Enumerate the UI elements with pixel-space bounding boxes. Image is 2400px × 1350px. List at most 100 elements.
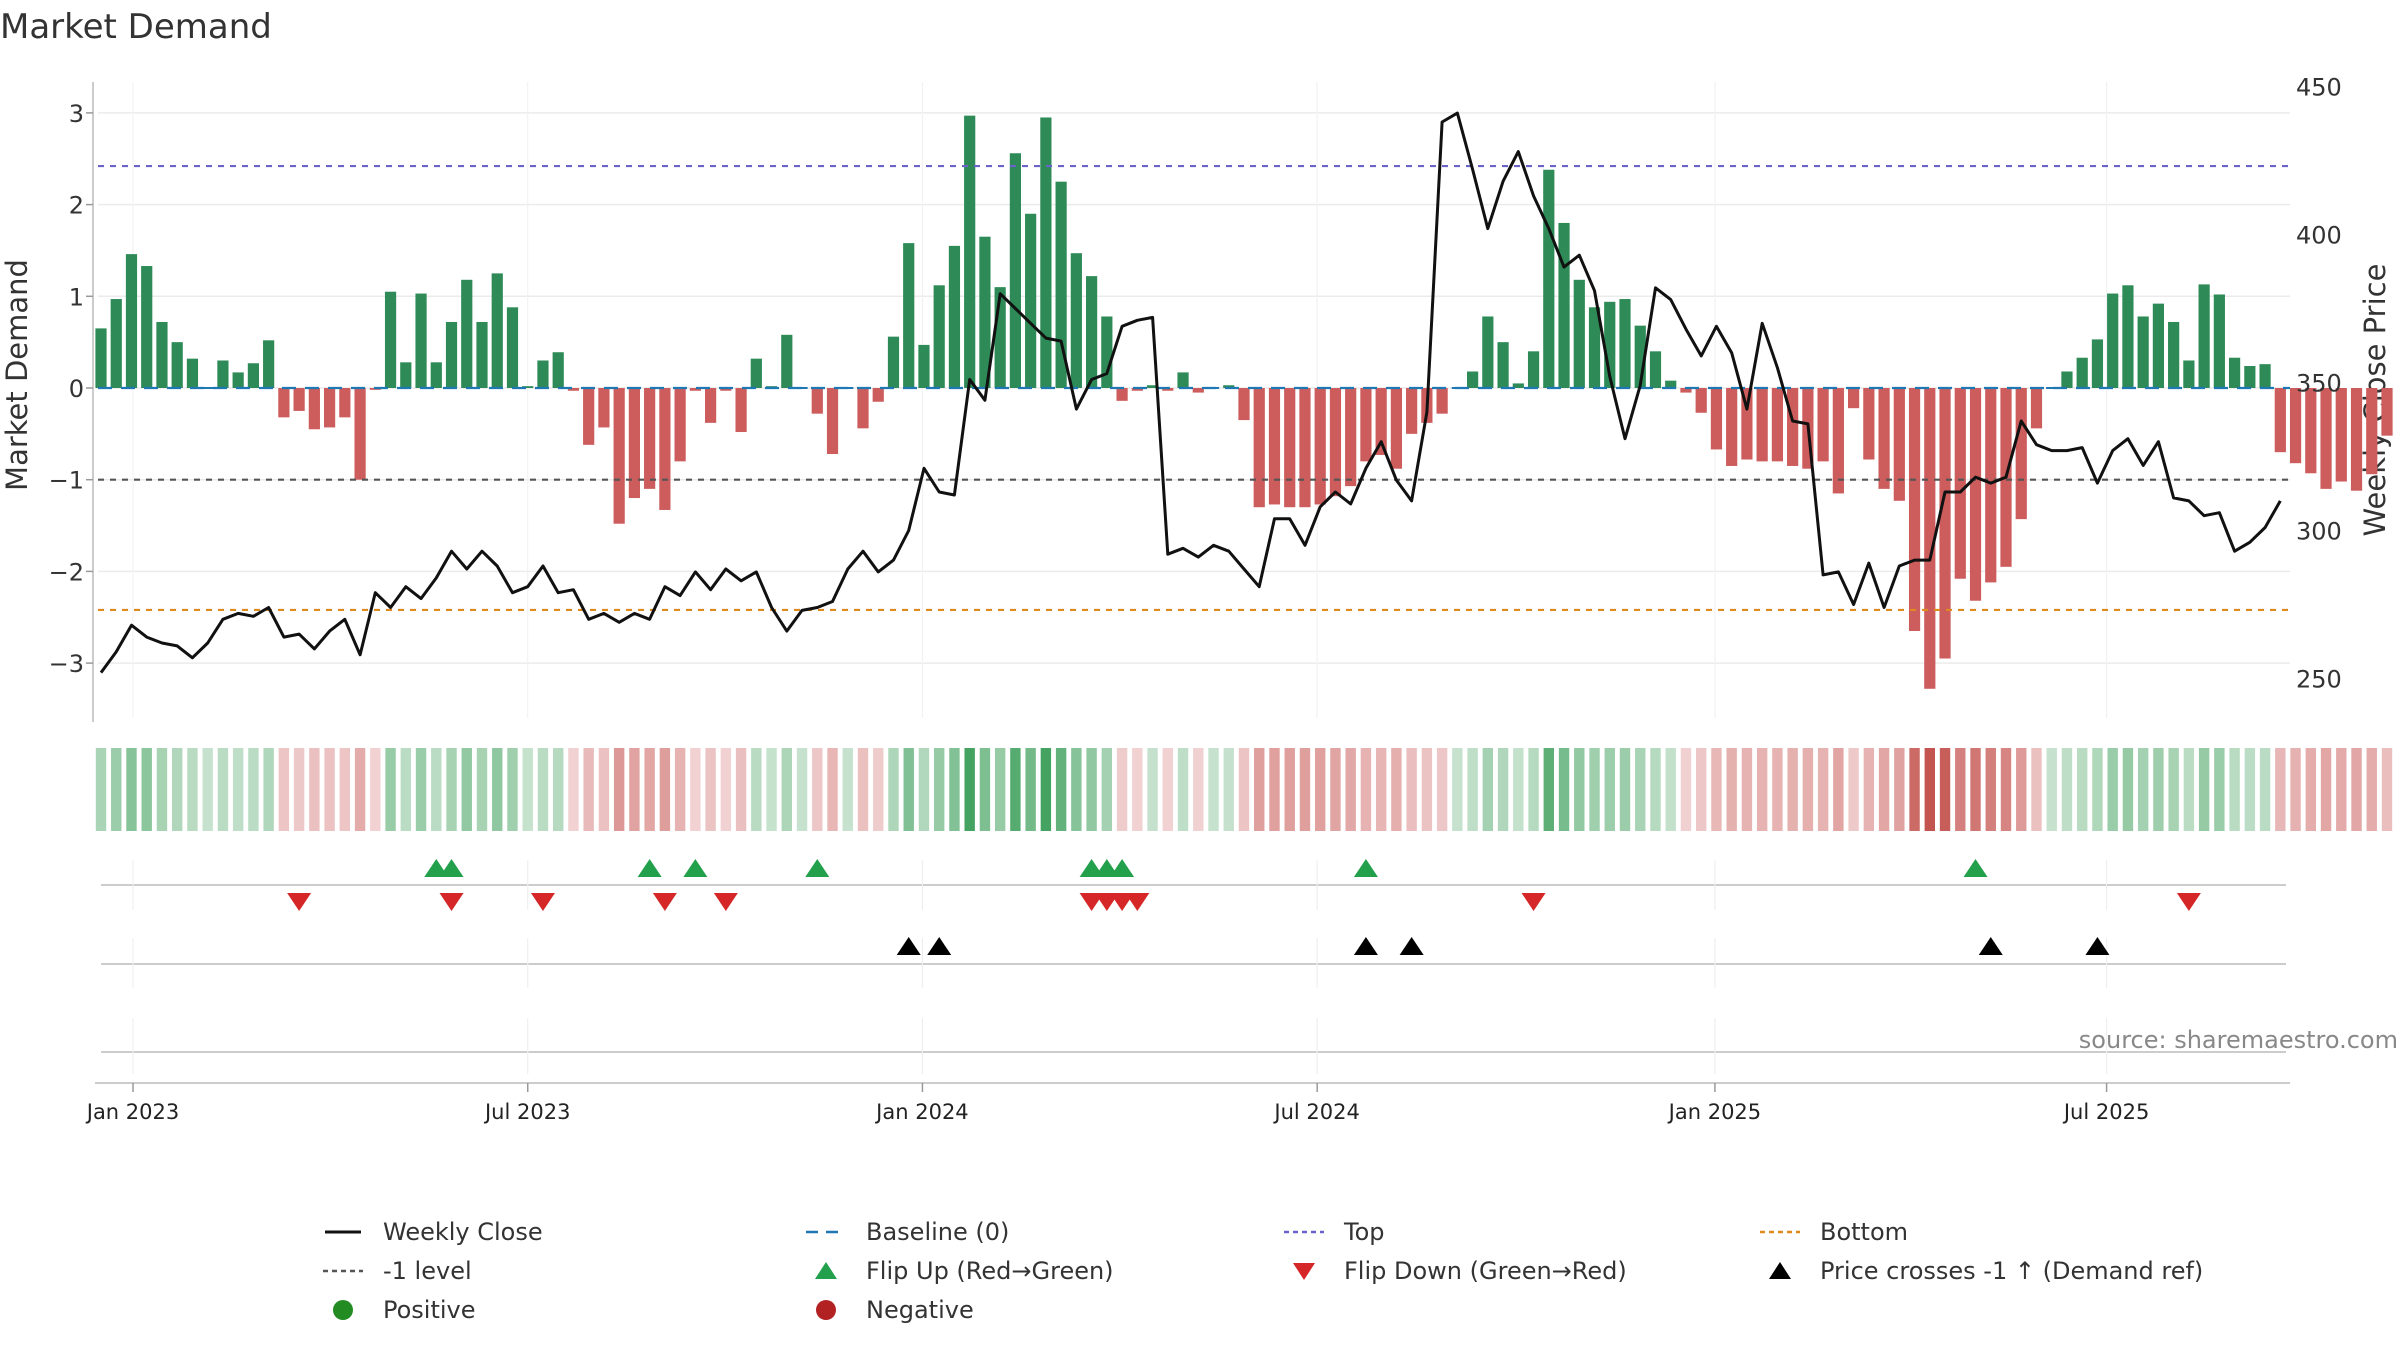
- demand-bar: [1604, 301, 1616, 388]
- heat-cell: [720, 748, 732, 831]
- demand-bar: [1832, 388, 1844, 494]
- demand-bar: [171, 342, 183, 388]
- heat-cell: [1101, 748, 1113, 831]
- demand-bar: [384, 291, 397, 388]
- demand-bar: [1756, 388, 1768, 462]
- heat-cell: [293, 748, 305, 831]
- heat-cell: [857, 748, 869, 831]
- heat-cell: [1848, 748, 1859, 831]
- heat-cell: [1909, 748, 1920, 831]
- flip-up-marker: [439, 859, 464, 877]
- demand-bar: [964, 115, 976, 388]
- heat-cell: [934, 748, 945, 831]
- demand-bar: [1893, 388, 1905, 501]
- heat-cell: [964, 748, 975, 831]
- price-cross-marker: [2085, 937, 2110, 955]
- demand-bar: [1817, 388, 1829, 462]
- source-note: source: sharemaestro.com: [2079, 1026, 2398, 1054]
- heat-cell: [324, 748, 335, 831]
- demand-bar: [2289, 388, 2302, 464]
- demand-bar: [476, 321, 488, 388]
- heat-cell: [2229, 748, 2240, 831]
- heat-cell: [187, 748, 198, 831]
- heat-cell: [202, 748, 213, 831]
- heat-cell: [553, 748, 564, 831]
- demand-bar: [1253, 388, 1265, 508]
- demand-bar: [598, 388, 610, 428]
- demand-bar: [1482, 316, 1494, 388]
- demand-bar: [263, 340, 275, 388]
- demand-bar: [1268, 388, 1281, 505]
- demand-bar: [2015, 388, 2027, 520]
- heat-cell: [2214, 748, 2225, 831]
- heat-cell: [1238, 748, 1250, 831]
- demand-bar: [2107, 293, 2119, 388]
- flip-up-marker: [1353, 859, 1378, 877]
- demand-bar: [1025, 213, 1037, 388]
- flip-down-marker: [2176, 893, 2201, 911]
- legend-label: -1 level: [383, 1257, 472, 1285]
- demand-bar: [2061, 371, 2073, 388]
- demand-bar: [628, 388, 640, 499]
- heat-cell: [476, 748, 488, 831]
- demand-bar: [2030, 388, 2043, 429]
- demand-bar: [2091, 339, 2104, 388]
- heat-cell: [2061, 748, 2073, 831]
- demand-bar: [1969, 388, 1982, 601]
- demand-bar: [903, 243, 915, 388]
- demand-bar: [1741, 388, 1753, 460]
- demand-bar: [750, 358, 762, 388]
- heat-cell: [2092, 748, 2103, 831]
- demand-heat-strip: [95, 748, 2393, 831]
- demand-bar: [1497, 342, 1509, 388]
- heat-cell: [95, 748, 107, 831]
- demand-bar: [674, 388, 686, 462]
- demand-bar: [781, 334, 793, 388]
- reference-lines: [98, 164, 2290, 612]
- demand-bar: [1436, 388, 1448, 414]
- heat-cell: [613, 748, 625, 831]
- heat-cell: [1833, 748, 1844, 831]
- demand-bar: [1726, 388, 1738, 466]
- y-tick-label-left: −1: [49, 467, 84, 495]
- heat-cell: [278, 748, 290, 831]
- demand-bar: [705, 388, 717, 423]
- heat-cell: [2320, 748, 2332, 831]
- heat-cell: [1970, 748, 1981, 831]
- heat-cell: [2198, 748, 2210, 831]
- demand-bar: [2152, 303, 2164, 388]
- heat-cell: [156, 748, 168, 831]
- heat-cell: [2122, 748, 2134, 831]
- demand-bar: [2366, 388, 2378, 475]
- demand-bar: [857, 388, 869, 429]
- demand-bar: [1040, 117, 1052, 389]
- x-tick-label: Jul 2025: [2062, 1100, 2149, 1124]
- demand-bar: [1009, 153, 1021, 388]
- flip-up-marker: [805, 859, 830, 877]
- demand-bar: [1588, 307, 1601, 388]
- demand-bar: [491, 273, 503, 388]
- heat-cell: [1452, 748, 1463, 831]
- heat-cell: [2137, 748, 2149, 831]
- heat-cell: [659, 748, 671, 831]
- heat-cell: [1574, 748, 1585, 831]
- heat-cell: [1010, 748, 1021, 831]
- y-tick-label-left: −3: [49, 650, 84, 678]
- y-tick-label-left: 2: [69, 192, 84, 220]
- heat-cell: [796, 748, 808, 831]
- demand-bar: [1238, 388, 1250, 421]
- legend-label: Weekly Close: [383, 1218, 543, 1246]
- legend-label: Price crosses -1 ↑ (Demand ref): [1820, 1257, 2203, 1285]
- heat-cell: [492, 748, 503, 831]
- heat-cell: [1299, 748, 1311, 831]
- event-markers: [101, 859, 2286, 1074]
- demand-bar: [1665, 380, 1677, 388]
- heat-cell: [1939, 748, 1951, 831]
- demand-bar: [537, 360, 549, 388]
- demand-bar: [2305, 388, 2317, 474]
- demand-bar: [1070, 253, 1082, 388]
- demand-bar: [415, 293, 427, 388]
- demand-bar: [1467, 371, 1479, 388]
- demand-bar: [278, 388, 290, 418]
